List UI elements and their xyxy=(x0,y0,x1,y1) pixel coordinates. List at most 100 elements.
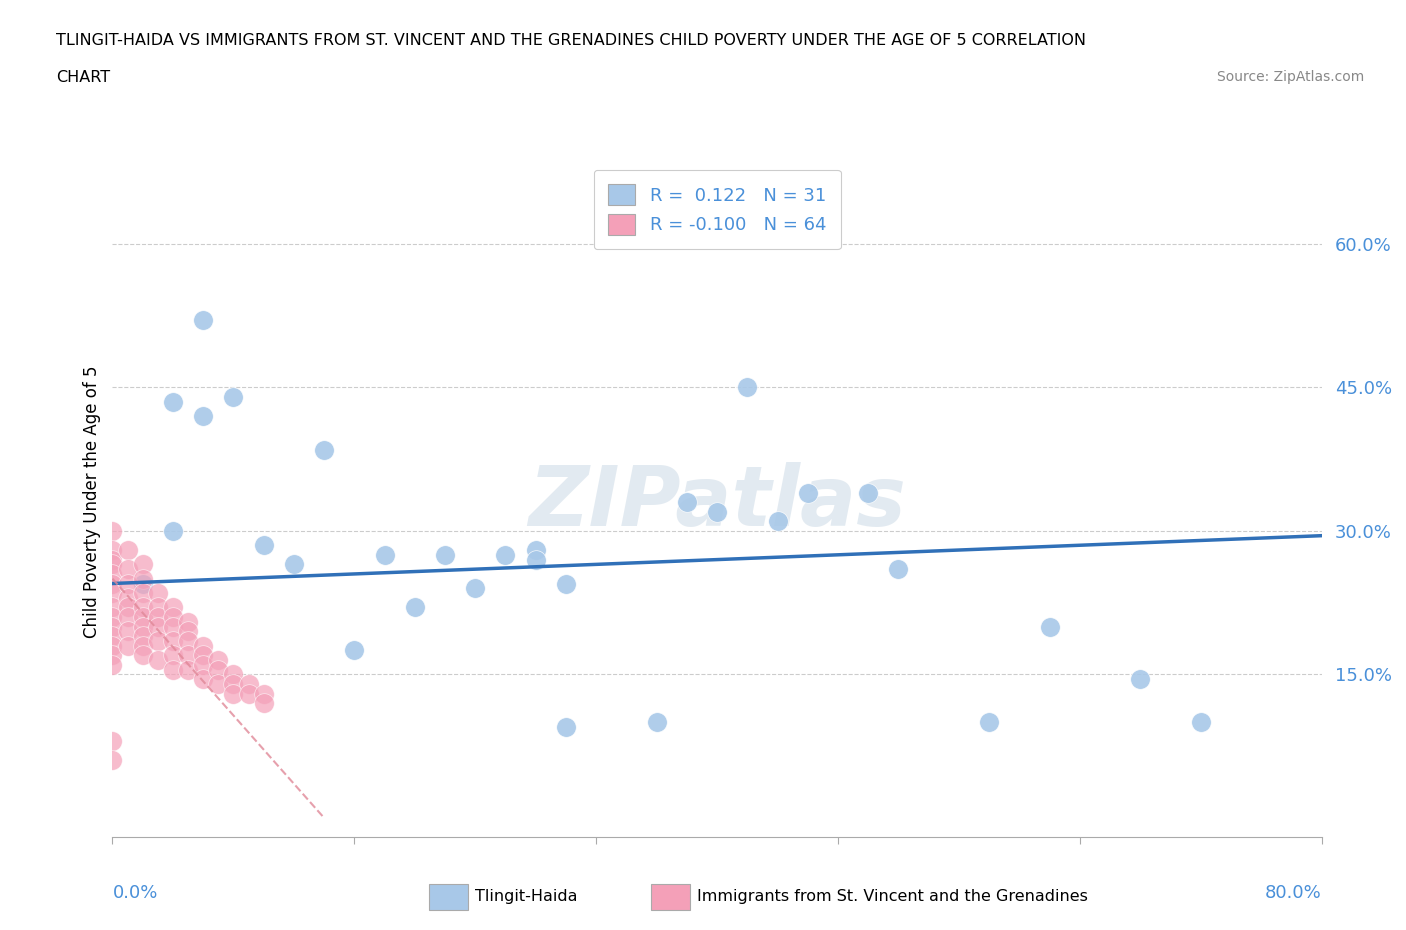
Text: CHART: CHART xyxy=(56,70,110,85)
Point xyxy=(374,548,396,563)
Point xyxy=(207,653,229,668)
Point xyxy=(1189,715,1212,730)
Point xyxy=(253,538,276,552)
Point xyxy=(191,648,214,663)
Point xyxy=(101,600,124,615)
Point xyxy=(177,662,200,677)
Point xyxy=(191,671,214,686)
Point xyxy=(101,524,124,538)
Point xyxy=(283,557,305,572)
Point xyxy=(433,548,456,563)
Point xyxy=(132,557,155,572)
Point xyxy=(117,624,139,639)
Point xyxy=(737,380,759,395)
Point xyxy=(132,600,155,615)
Point xyxy=(207,662,229,677)
Point xyxy=(404,600,426,615)
Point xyxy=(117,638,139,653)
Point xyxy=(495,548,517,563)
Y-axis label: Child Poverty Under the Age of 5: Child Poverty Under the Age of 5 xyxy=(83,365,101,639)
Point xyxy=(101,658,124,672)
Point xyxy=(132,648,155,663)
Point xyxy=(101,576,124,591)
Point xyxy=(117,600,139,615)
Point xyxy=(253,686,276,701)
Point xyxy=(132,586,155,601)
Point xyxy=(132,629,155,644)
Point xyxy=(101,557,124,572)
Point xyxy=(101,638,124,653)
Point xyxy=(162,394,184,409)
Point xyxy=(162,609,184,624)
Point xyxy=(177,633,200,648)
Text: Immigrants from St. Vincent and the Grenadines: Immigrants from St. Vincent and the Gren… xyxy=(697,889,1088,904)
Point xyxy=(1038,619,1062,634)
Point xyxy=(177,648,200,663)
Point xyxy=(253,696,276,711)
Point xyxy=(101,586,124,601)
Point xyxy=(191,408,214,423)
Point xyxy=(645,715,668,730)
Point xyxy=(238,686,260,701)
Point xyxy=(101,552,124,567)
Point xyxy=(101,734,124,749)
Point xyxy=(162,619,184,634)
Point xyxy=(162,600,184,615)
Point xyxy=(222,390,245,405)
Point xyxy=(132,576,155,591)
Point xyxy=(132,638,155,653)
Point xyxy=(101,619,124,634)
Point xyxy=(766,514,789,529)
Point xyxy=(464,581,486,596)
Point xyxy=(207,676,229,691)
Point xyxy=(796,485,818,500)
Point xyxy=(314,442,336,457)
Point xyxy=(101,609,124,624)
Point xyxy=(132,609,155,624)
Point xyxy=(101,753,124,768)
Point xyxy=(222,676,245,691)
Point xyxy=(191,658,214,672)
Text: 0.0%: 0.0% xyxy=(112,884,157,902)
Point xyxy=(117,576,139,591)
Point xyxy=(162,662,184,677)
Point xyxy=(177,624,200,639)
Point xyxy=(101,542,124,557)
Point xyxy=(343,643,366,658)
Text: Tlingit-Haida: Tlingit-Haida xyxy=(475,889,578,904)
Point xyxy=(132,571,155,586)
Point xyxy=(1129,671,1152,686)
Point xyxy=(132,619,155,634)
Point xyxy=(238,676,260,691)
Point xyxy=(117,609,139,624)
Point xyxy=(222,667,245,682)
Point xyxy=(146,653,169,668)
Text: TLINGIT-HAIDA VS IMMIGRANTS FROM ST. VINCENT AND THE GRENADINES CHILD POVERTY UN: TLINGIT-HAIDA VS IMMIGRANTS FROM ST. VIN… xyxy=(56,33,1087,47)
Point xyxy=(162,633,184,648)
Point xyxy=(524,542,547,557)
Point xyxy=(977,715,1000,730)
Point xyxy=(856,485,880,500)
Text: Source: ZipAtlas.com: Source: ZipAtlas.com xyxy=(1216,70,1364,84)
Text: 80.0%: 80.0% xyxy=(1265,884,1322,902)
Point xyxy=(191,638,214,653)
Point xyxy=(101,648,124,663)
Point xyxy=(177,615,200,630)
Text: ZIPatlas: ZIPatlas xyxy=(529,461,905,543)
Point xyxy=(162,524,184,538)
Point xyxy=(191,313,214,328)
Point xyxy=(887,562,910,577)
Point xyxy=(117,542,139,557)
Point xyxy=(524,552,547,567)
Point xyxy=(146,619,169,634)
Point xyxy=(554,576,576,591)
Legend: R =  0.122   N = 31, R = -0.100   N = 64: R = 0.122 N = 31, R = -0.100 N = 64 xyxy=(593,170,841,249)
Point xyxy=(146,586,169,601)
Point xyxy=(146,600,169,615)
Point xyxy=(554,720,576,735)
Point xyxy=(222,686,245,701)
Point xyxy=(706,504,728,519)
Point xyxy=(146,633,169,648)
Point xyxy=(162,648,184,663)
Point xyxy=(117,591,139,605)
